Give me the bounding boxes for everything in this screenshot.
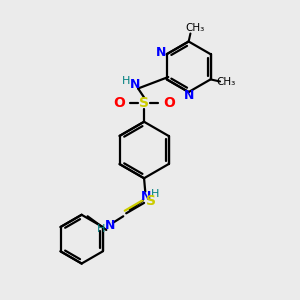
Text: CH₃: CH₃ bbox=[216, 77, 236, 87]
Text: H: H bbox=[122, 76, 130, 86]
Text: H: H bbox=[97, 224, 105, 234]
Text: S: S bbox=[146, 194, 156, 208]
Text: O: O bbox=[163, 96, 175, 110]
Text: N: N bbox=[141, 190, 152, 202]
Text: N: N bbox=[184, 89, 194, 102]
Text: H: H bbox=[151, 189, 160, 199]
Text: N: N bbox=[105, 219, 115, 232]
Text: S: S bbox=[139, 96, 149, 110]
Text: O: O bbox=[113, 96, 125, 110]
Text: N: N bbox=[130, 78, 140, 92]
Text: N: N bbox=[156, 46, 167, 59]
Text: CH₃: CH₃ bbox=[185, 23, 204, 33]
